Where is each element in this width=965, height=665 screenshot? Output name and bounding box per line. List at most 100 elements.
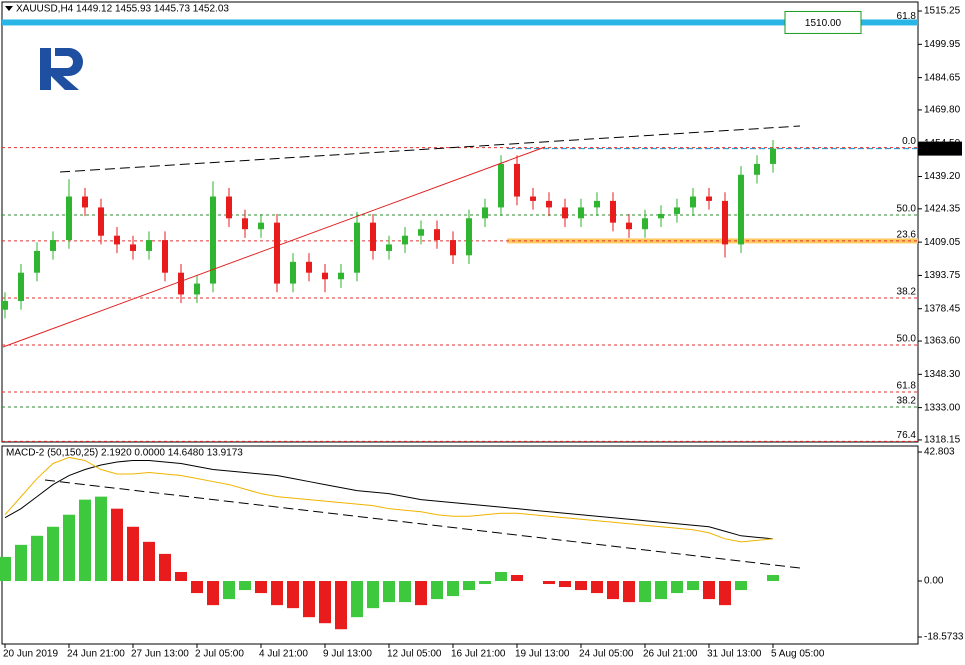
candle-body xyxy=(738,174,744,245)
fib-label: 50.0 xyxy=(897,204,917,215)
x-tick-label: 26 Jul 21:00 xyxy=(643,649,698,660)
fib-label: 23.6 xyxy=(897,230,917,241)
x-tick-label: 12 Jul 05:00 xyxy=(387,649,442,660)
histogram-bar xyxy=(591,581,603,594)
candle-body xyxy=(754,163,760,175)
candle-body xyxy=(322,272,328,280)
y-tick-label: 1333.00 xyxy=(924,402,961,413)
candle-body xyxy=(2,300,8,310)
histogram-bar xyxy=(719,581,731,606)
menu-arrow[interactable] xyxy=(5,6,13,11)
candle-body xyxy=(194,283,200,295)
fib-label: 38.2 xyxy=(897,287,917,298)
candle-body xyxy=(338,272,344,280)
fib-label: 50.0 xyxy=(897,334,917,345)
candle-body xyxy=(530,196,536,201)
histogram-bar xyxy=(367,581,379,609)
y-tick-label: 1318.15 xyxy=(924,435,961,446)
histogram-bar xyxy=(735,581,747,591)
candle-body xyxy=(386,244,392,251)
y-tick-label: 1515.25 xyxy=(924,6,961,17)
histogram-bar xyxy=(79,499,91,582)
histogram-bar xyxy=(399,581,411,603)
histogram-bar xyxy=(767,574,779,582)
histogram-bar xyxy=(447,581,459,597)
candle-body xyxy=(290,261,296,284)
candle-body xyxy=(674,207,680,214)
histogram-bar xyxy=(143,541,155,582)
candle-body xyxy=(642,218,648,230)
fib-label: 61.8 xyxy=(897,11,917,22)
candle-body xyxy=(546,200,552,208)
y-tick-label: -18.5733 xyxy=(924,632,964,643)
histogram-bar xyxy=(303,581,315,618)
y-tick-label: 1363.60 xyxy=(924,336,961,347)
histogram-bar xyxy=(255,581,267,594)
price-box xyxy=(918,141,962,156)
x-tick-label: 4 Jul 21:00 xyxy=(259,649,308,660)
histogram-bar xyxy=(95,496,107,582)
histogram-bar xyxy=(63,514,75,582)
histogram-bar xyxy=(319,581,331,624)
y-tick-label: 1393.75 xyxy=(924,270,961,281)
macd-title: MACD-2 (50,150,25) 2.1920 0.0000 14.6480… xyxy=(6,448,243,459)
y-tick-label: 1424.35 xyxy=(924,203,961,214)
histogram-bar xyxy=(671,581,683,594)
chart-title: XAUUSD,H4 1449.12 1455.93 1445.73 1452.0… xyxy=(16,4,229,15)
candle-body xyxy=(626,222,632,230)
candle-body xyxy=(370,222,376,251)
histogram-bar xyxy=(271,581,283,606)
histogram-bar xyxy=(175,571,187,582)
logo xyxy=(40,48,83,90)
candle-body xyxy=(210,196,216,284)
histogram-bar xyxy=(223,581,235,600)
level-band xyxy=(2,19,918,26)
x-tick-label: 24 Jul 05:00 xyxy=(579,649,634,660)
histogram-bar xyxy=(383,581,395,603)
candle-body xyxy=(706,196,712,201)
histogram-bar xyxy=(415,581,427,606)
histogram-bar xyxy=(431,581,443,600)
candle-body xyxy=(450,240,456,256)
plot-layer: 61.8 0.0 50.0 23.6 38.2 50.0 61.8 38.2 76.4 xyxy=(0,10,922,638)
histogram-bar xyxy=(159,553,171,582)
histogram-bar xyxy=(655,581,667,600)
fib-label: 0.0 xyxy=(902,136,916,147)
x-tick-label: 5 Aug 05:00 xyxy=(771,649,825,660)
macd-panel xyxy=(1,445,919,645)
histogram-bar xyxy=(543,581,555,585)
macd-line xyxy=(4,459,774,540)
x-tick-label: 19 Jul 13:00 xyxy=(515,649,570,660)
histogram-bar xyxy=(495,571,507,582)
histogram-bar xyxy=(351,581,363,618)
candle-body xyxy=(562,207,568,219)
histogram-bar xyxy=(639,581,651,603)
x-tick-label: 16 Jul 21:00 xyxy=(451,649,506,660)
macd-trend-line xyxy=(44,479,801,569)
x-tick-label: 31 Jul 13:00 xyxy=(707,649,762,660)
histogram-bar xyxy=(207,581,219,606)
trend-line xyxy=(2,146,546,348)
x-tick-label: 27 Jun 13:00 xyxy=(131,649,189,660)
candle-body xyxy=(770,148,776,164)
histogram-bar xyxy=(575,581,587,591)
y-tick-label: 1499.95 xyxy=(924,39,961,50)
price-panel xyxy=(1,1,919,443)
histogram-bar xyxy=(687,581,699,591)
y-tick-label: 1348.30 xyxy=(924,369,961,380)
histogram-bar xyxy=(31,535,43,582)
x-tick-label: 20 Jun 2019 xyxy=(3,649,58,660)
candle-body xyxy=(274,222,280,284)
price-box-label: 1452.03 xyxy=(921,143,958,154)
histogram-bar xyxy=(287,581,299,609)
y-tick-label: 1378.45 xyxy=(924,303,961,314)
histogram-bar xyxy=(511,574,523,582)
candle-body xyxy=(610,200,616,223)
fib-label: 38.2 xyxy=(897,396,917,407)
y-tick-label: 1409.05 xyxy=(924,237,961,248)
candle-body xyxy=(690,196,696,208)
x-tick-label: 2 Jul 05:00 xyxy=(195,649,244,660)
histogram-bar xyxy=(607,581,619,600)
candle-body xyxy=(82,196,88,208)
candle-body xyxy=(418,229,424,236)
